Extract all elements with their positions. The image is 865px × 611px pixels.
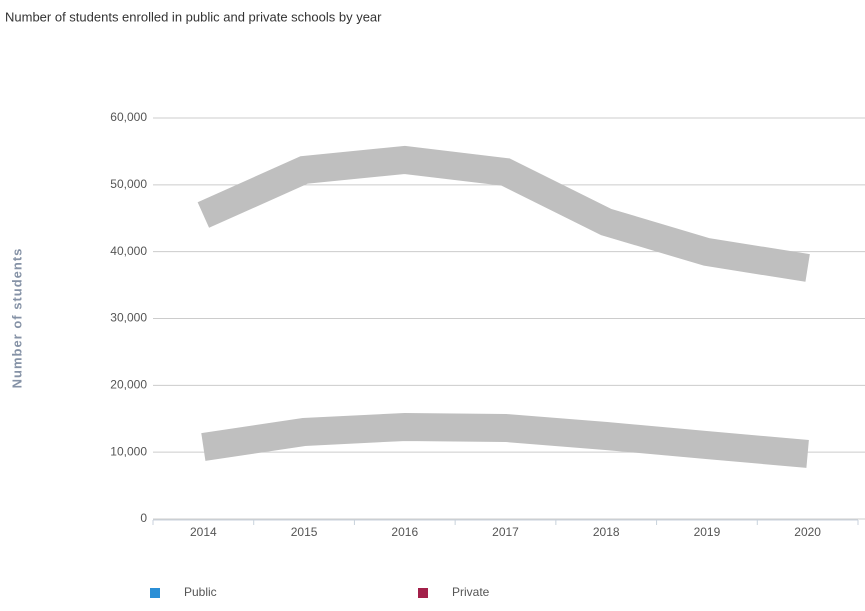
legend-swatch — [418, 588, 428, 598]
series-line — [197, 145, 810, 282]
y-tick-label: 0 — [140, 511, 147, 525]
x-tick-label: 2016 — [391, 525, 418, 539]
y-tick-label: 20,000 — [110, 378, 147, 392]
y-tick-label: 10,000 — [110, 444, 147, 458]
x-tick-label: 2018 — [593, 525, 620, 539]
y-tick-label: 50,000 — [110, 177, 147, 191]
y-tick-label: 30,000 — [110, 311, 147, 325]
legend-label: Private — [452, 585, 490, 599]
x-tick-label: 2015 — [291, 525, 318, 539]
x-tick-label: 2020 — [794, 525, 821, 539]
series-line — [201, 412, 809, 468]
x-tick-label: 2019 — [694, 525, 721, 539]
y-axis-label: Number of students — [9, 248, 24, 389]
x-tick-label: 2014 — [190, 525, 217, 539]
chart-title: Number of students enrolled in public an… — [5, 9, 382, 24]
legend-swatch — [150, 588, 160, 598]
y-tick-label: 60,000 — [110, 110, 147, 124]
x-tick-label: 2017 — [492, 525, 519, 539]
legend-label: Public — [184, 585, 217, 599]
y-tick-label: 40,000 — [110, 244, 147, 258]
